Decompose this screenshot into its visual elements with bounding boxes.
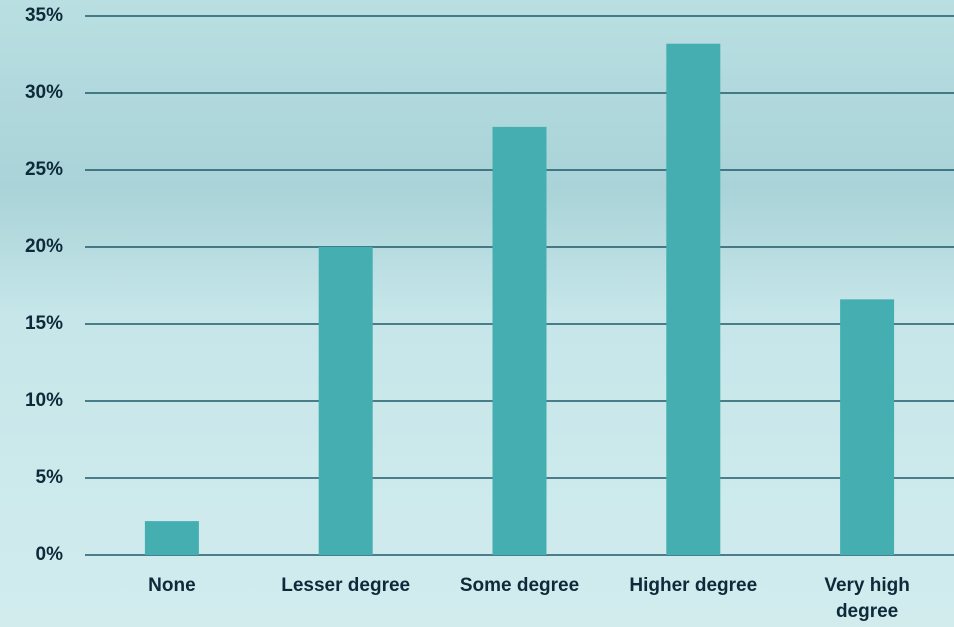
x-tick-label: Higher degree [629, 575, 758, 596]
y-tick-label: 30% [25, 82, 63, 103]
x-tick-label: Very high degree [824, 575, 910, 622]
y-tick-label: 5% [36, 467, 64, 488]
x-tick-label: Some degree [459, 575, 580, 596]
y-tick-label: 15% [25, 313, 63, 334]
bar [840, 299, 895, 555]
bar [666, 43, 721, 555]
x-tick-label: Lesser degree [281, 575, 411, 596]
x-tick-label: None [148, 575, 196, 596]
y-tick-label: 25% [25, 159, 63, 180]
y-tick-label: 10% [25, 390, 63, 411]
bar [318, 247, 373, 555]
y-tick-label: 35% [25, 5, 63, 26]
bar [144, 521, 199, 555]
y-tick-label: 20% [25, 236, 63, 257]
y-tick-label: 0% [36, 544, 64, 565]
bar [492, 126, 547, 555]
